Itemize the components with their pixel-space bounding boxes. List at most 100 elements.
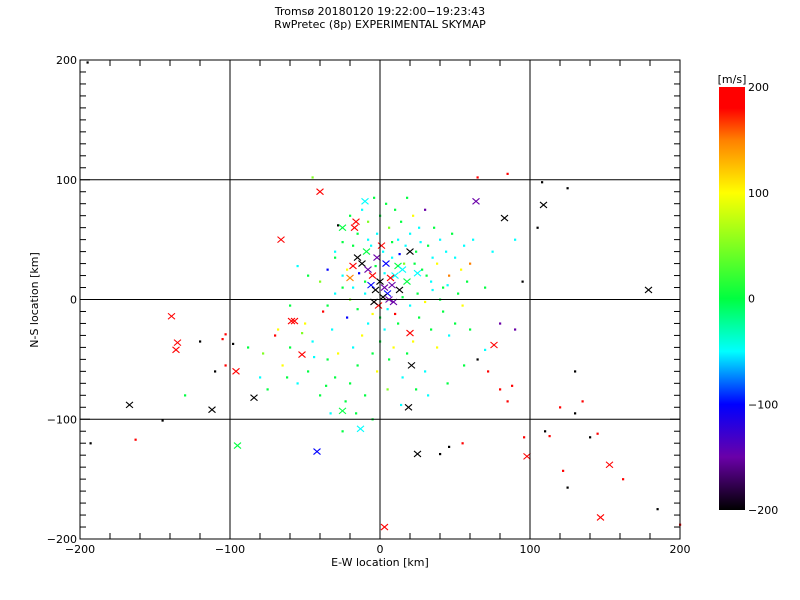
grid-lines bbox=[80, 60, 680, 539]
data-point bbox=[364, 280, 367, 283]
cross-stroke bbox=[404, 403, 413, 411]
colorbar-tick-label: 100 bbox=[748, 187, 769, 200]
data-point bbox=[472, 238, 475, 241]
data-point bbox=[484, 286, 487, 289]
data-point bbox=[448, 445, 451, 448]
cross-stroke bbox=[398, 266, 407, 273]
data-point bbox=[319, 394, 322, 397]
data-point bbox=[562, 469, 565, 472]
data-point bbox=[161, 419, 164, 422]
data-point bbox=[566, 486, 569, 489]
cross-stroke bbox=[349, 262, 357, 270]
cross-stroke bbox=[172, 346, 180, 354]
data-point bbox=[341, 274, 344, 277]
data-point bbox=[442, 286, 445, 289]
data-point bbox=[386, 308, 389, 311]
data-cross bbox=[349, 262, 357, 270]
cross-stroke bbox=[596, 514, 605, 521]
data-point bbox=[461, 304, 464, 307]
data-point bbox=[367, 322, 370, 325]
cross-stroke bbox=[394, 262, 402, 270]
data-point bbox=[403, 262, 406, 265]
data-cross bbox=[277, 236, 285, 244]
data-point bbox=[397, 238, 400, 241]
data-point bbox=[400, 220, 403, 223]
data-point bbox=[391, 256, 394, 259]
data-marks bbox=[86, 61, 682, 531]
data-point bbox=[454, 256, 457, 259]
data-point bbox=[296, 264, 299, 268]
cross-stroke bbox=[364, 266, 372, 273]
data-point bbox=[418, 316, 421, 319]
data-point bbox=[247, 346, 250, 349]
data-point bbox=[184, 394, 187, 397]
data-cross bbox=[167, 312, 176, 320]
data-point bbox=[412, 340, 415, 343]
data-cross bbox=[472, 197, 480, 205]
cross-stroke bbox=[413, 269, 422, 277]
cross-stroke bbox=[208, 406, 216, 414]
data-point bbox=[514, 328, 517, 331]
data-cross bbox=[232, 367, 240, 375]
data-point bbox=[346, 316, 349, 319]
colorbar bbox=[719, 87, 745, 510]
data-point bbox=[418, 226, 421, 229]
data-point bbox=[439, 238, 442, 241]
data-cross bbox=[346, 274, 354, 282]
data-point bbox=[352, 286, 355, 289]
data-cross bbox=[407, 361, 416, 369]
data-point bbox=[460, 268, 463, 271]
data-point bbox=[334, 376, 337, 379]
data-point bbox=[334, 256, 337, 259]
y-tick-label: −200 bbox=[47, 533, 77, 546]
y-tick-label: 100 bbox=[56, 174, 77, 187]
data-point bbox=[421, 268, 424, 271]
data-point bbox=[373, 196, 376, 199]
cross-stroke bbox=[605, 461, 614, 469]
x-tick-label: 0 bbox=[377, 543, 384, 556]
data-cross bbox=[413, 450, 422, 458]
data-cross bbox=[338, 224, 347, 232]
cross-stroke bbox=[380, 523, 389, 531]
data-cross bbox=[403, 278, 411, 285]
data-point bbox=[463, 364, 466, 367]
data-point bbox=[329, 412, 332, 415]
data-point bbox=[436, 262, 439, 265]
data-point bbox=[301, 332, 304, 335]
data-point bbox=[388, 358, 391, 361]
cross-stroke bbox=[313, 448, 321, 456]
y-tick-label: −100 bbox=[47, 413, 77, 426]
data-point bbox=[89, 442, 92, 445]
cross-stroke bbox=[125, 401, 134, 409]
data-point bbox=[448, 274, 451, 277]
data-point bbox=[424, 370, 427, 373]
data-point bbox=[371, 352, 374, 355]
data-point bbox=[337, 352, 340, 355]
data-point bbox=[596, 432, 599, 435]
cross-stroke bbox=[353, 254, 362, 262]
data-point bbox=[415, 250, 418, 253]
data-point bbox=[451, 232, 454, 235]
cross-stroke bbox=[373, 254, 381, 262]
data-point bbox=[430, 328, 433, 331]
cross-stroke bbox=[380, 284, 389, 291]
cross-stroke bbox=[644, 286, 653, 294]
data-point bbox=[356, 364, 359, 367]
data-point bbox=[406, 196, 409, 199]
data-cross bbox=[350, 224, 359, 232]
cross-stroke bbox=[358, 260, 366, 267]
data-point bbox=[325, 384, 328, 387]
data-point bbox=[476, 176, 479, 179]
data-point bbox=[491, 250, 494, 253]
data-cross bbox=[364, 266, 372, 273]
data-point bbox=[424, 208, 427, 211]
cross-stroke bbox=[356, 425, 365, 433]
data-point bbox=[442, 310, 445, 313]
cross-stroke bbox=[407, 361, 416, 369]
cross-stroke bbox=[352, 218, 360, 226]
data-cross bbox=[500, 214, 509, 222]
cross-stroke bbox=[290, 317, 299, 325]
data-point bbox=[370, 244, 373, 247]
data-cross bbox=[287, 317, 296, 325]
y-tick-label: 0 bbox=[70, 294, 77, 307]
